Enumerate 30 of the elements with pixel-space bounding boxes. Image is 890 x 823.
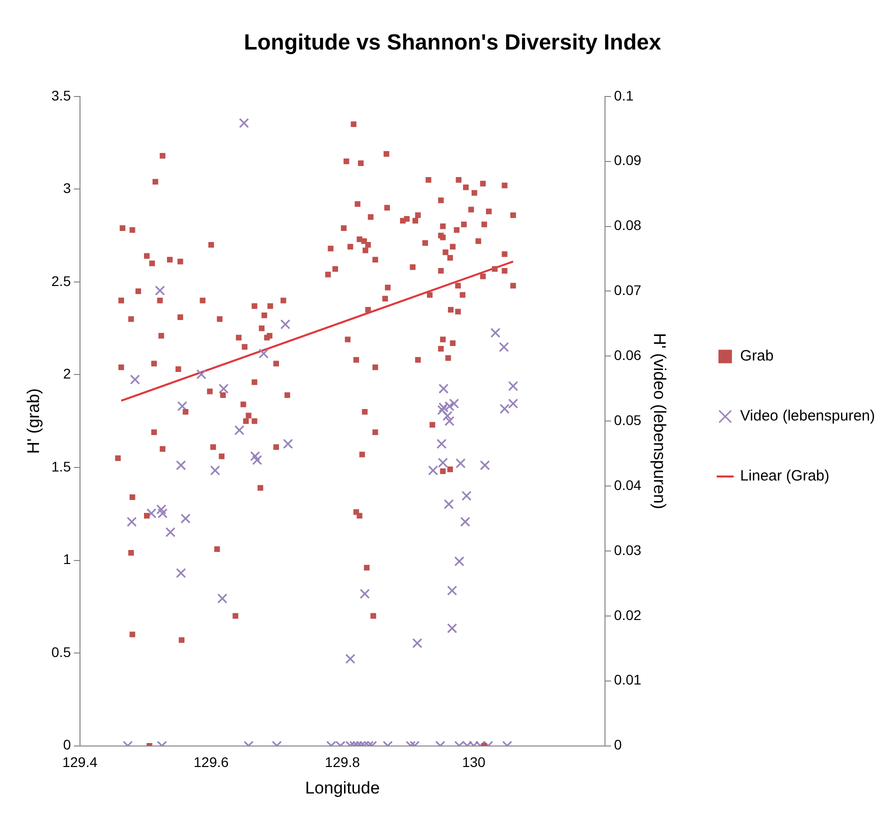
y-tick-label: 3.5 [51,87,72,104]
chart-title: Longitude vs Shannon's Diversity Index [244,29,662,54]
x-tick-label: 129.4 [62,754,98,770]
x-tick-label: 130 [462,754,486,770]
y-tick-label: 1 [63,551,72,568]
y2-tick-label: 0.1 [614,87,634,104]
x-tick-label: 129.6 [194,754,229,770]
y2-tick-label: 0.03 [614,542,642,558]
y2-tick-label: 0.02 [614,606,642,623]
x-axis-title: Longitude [305,778,380,798]
y-tick-label: 2.5 [51,272,72,289]
legend-label: Video (lebenspuren) [740,408,876,425]
y2-tick-label: 0.08 [614,217,642,234]
y-tick-label: 0.5 [51,644,72,660]
y2-axis-title: H' (video (lebenspuren) [650,333,669,510]
y2-tick-label: 0.09 [614,152,642,168]
y-tick-label: 2 [63,366,72,382]
y-tick-label: 1.5 [51,458,72,474]
y-tick-label: 3 [63,180,72,196]
y-axis-title: H' (grab) [24,388,43,454]
y2-tick-label: 0.01 [614,672,642,688]
y2-tick-label: 0.07 [614,282,642,298]
y2-tick-label: 0.06 [614,347,642,364]
legend-label: Linear (Grab) [740,468,830,485]
y2-tick-label: 0.04 [614,476,642,493]
y2-tick-label: 0.05 [614,412,642,428]
y2-tick-label: 0 [614,736,622,753]
legend-label: Grab [740,348,774,365]
y-tick-label: 0 [63,736,72,753]
x-tick-label: 129.8 [324,754,360,770]
